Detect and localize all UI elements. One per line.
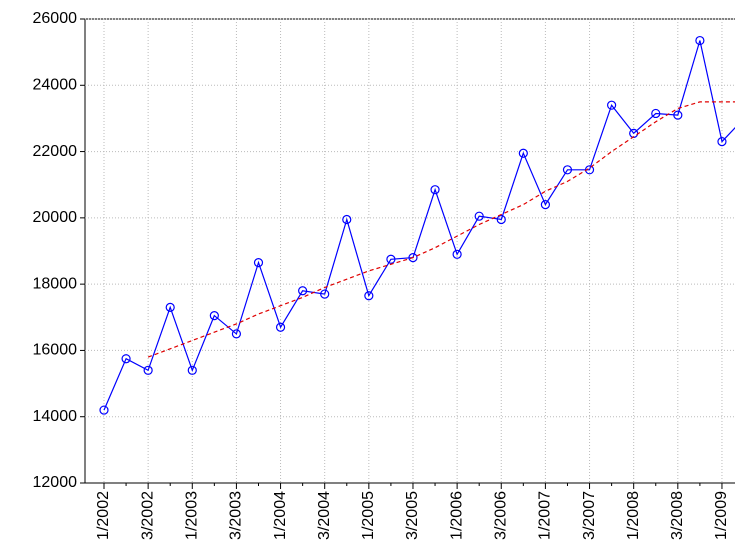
data-point [607,100,617,110]
y-tick-label: 18000 [33,275,78,292]
series-line [103,40,735,411]
data-point [695,35,705,46]
data-point [518,148,528,158]
data-point [187,365,197,375]
y-tick-label: 26000 [33,10,78,27]
x-tick-label: 1/2008 [625,491,642,540]
data-point [651,108,661,119]
y-tick-label: 16000 [33,342,78,359]
x-tick-label: 3/2008 [669,491,686,540]
data-point [452,249,462,259]
x-tick-label: 3/2007 [581,491,598,540]
data-point [121,354,131,364]
x-tick-label: 3/2003 [228,491,245,540]
data-point [496,214,506,225]
data-point [540,200,551,210]
data-point [474,211,484,221]
data-point [408,253,418,263]
y-tick-label: 22000 [33,143,78,160]
x-tick-label: 3/2005 [404,491,421,540]
data-point [253,258,264,268]
x-tick-label: 1/2007 [537,491,554,540]
y-tick-label: 20000 [33,209,78,226]
data-point [231,329,242,339]
data-point [165,302,175,312]
data-point [562,165,573,175]
x-tick-label: 1/2005 [360,491,377,540]
x-tick-label: 1/2003 [183,491,200,540]
x-tick-label: 3/2004 [316,491,333,540]
x-tick-label: 1/2004 [272,491,289,540]
data-point [99,405,109,415]
data-point [143,365,153,375]
y-tick-label: 12000 [33,474,78,491]
data-point [320,289,330,299]
x-tick-label: 3/2002 [139,491,156,540]
data-point [342,214,352,225]
x-tick-label: 1/2002 [95,491,112,540]
data-point [673,110,683,120]
x-tick-label: 3/2006 [492,491,509,540]
x-tick-label: 1/2009 [713,491,730,540]
data-point [386,254,396,264]
x-tick-label: 1/2006 [448,491,465,540]
data-point [209,311,219,321]
data-point [275,322,286,332]
data-point [430,185,440,195]
series-line [147,101,735,358]
y-tick-label: 14000 [33,408,78,425]
y-tick-label: 24000 [33,77,78,94]
data-point [364,291,374,301]
data-point [717,137,727,147]
data-point [298,286,308,296]
